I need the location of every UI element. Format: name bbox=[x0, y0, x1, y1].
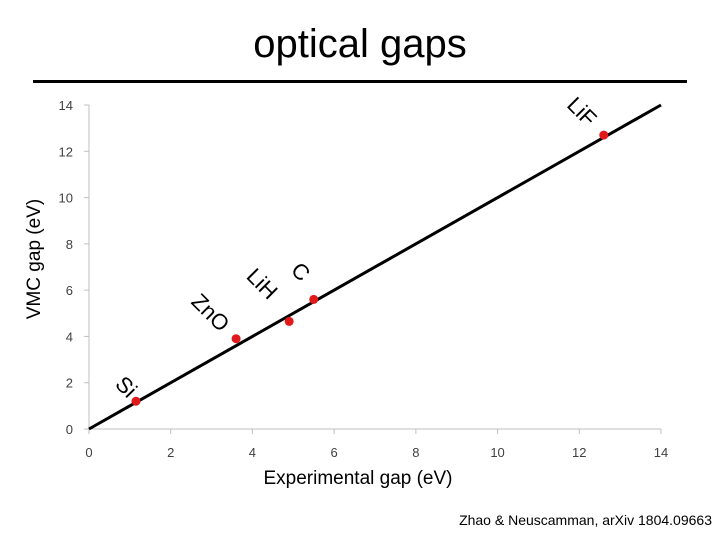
y-tick-label: 4 bbox=[66, 329, 73, 344]
x-tick-label: 14 bbox=[654, 445, 668, 460]
data-point-zno bbox=[231, 334, 241, 344]
y-axis-title: VMC gap (eV) bbox=[24, 199, 45, 319]
data-point-lih bbox=[284, 316, 294, 326]
point-label-c: C bbox=[286, 257, 315, 286]
data-point-si bbox=[131, 396, 141, 406]
point-label-lih: LiH bbox=[242, 263, 283, 304]
citation: Zhao & Neuscamman, arXiv 1804.09663 bbox=[459, 512, 712, 528]
x-tick-label: 8 bbox=[412, 445, 419, 460]
point-label-zno: ZnO bbox=[187, 289, 235, 337]
x-axis-title: Experimental gap (eV) bbox=[263, 468, 452, 489]
y-tick-label: 2 bbox=[66, 376, 73, 391]
slide-title: optical gaps bbox=[253, 22, 467, 66]
y-tick-label: 8 bbox=[66, 237, 73, 252]
title-divider bbox=[33, 80, 687, 83]
x-tick-label: 12 bbox=[572, 445, 586, 460]
y-tick-label: 12 bbox=[59, 144, 73, 159]
x-tick-label: 10 bbox=[490, 445, 504, 460]
y-tick-label: 0 bbox=[66, 422, 73, 437]
axes bbox=[84, 104, 662, 434]
x-tick-label: 4 bbox=[249, 445, 256, 460]
x-tick-label: 0 bbox=[85, 445, 92, 460]
point-label-lif: LiF bbox=[562, 92, 601, 131]
tick-labels: 0 2 4 6 8 10 12 14 0 2 4 6 8 10 12 14 bbox=[59, 98, 669, 460]
data-points bbox=[131, 130, 609, 406]
x-tick-label: 2 bbox=[167, 445, 174, 460]
data-point-c bbox=[309, 294, 319, 304]
x-tick-label: 6 bbox=[331, 445, 338, 460]
data-point-lif bbox=[599, 130, 609, 140]
y-tick-label: 10 bbox=[59, 191, 73, 206]
y-tick-label: 14 bbox=[59, 98, 73, 113]
reference-line bbox=[88, 103, 662, 431]
y-tick-label: 6 bbox=[66, 283, 73, 298]
